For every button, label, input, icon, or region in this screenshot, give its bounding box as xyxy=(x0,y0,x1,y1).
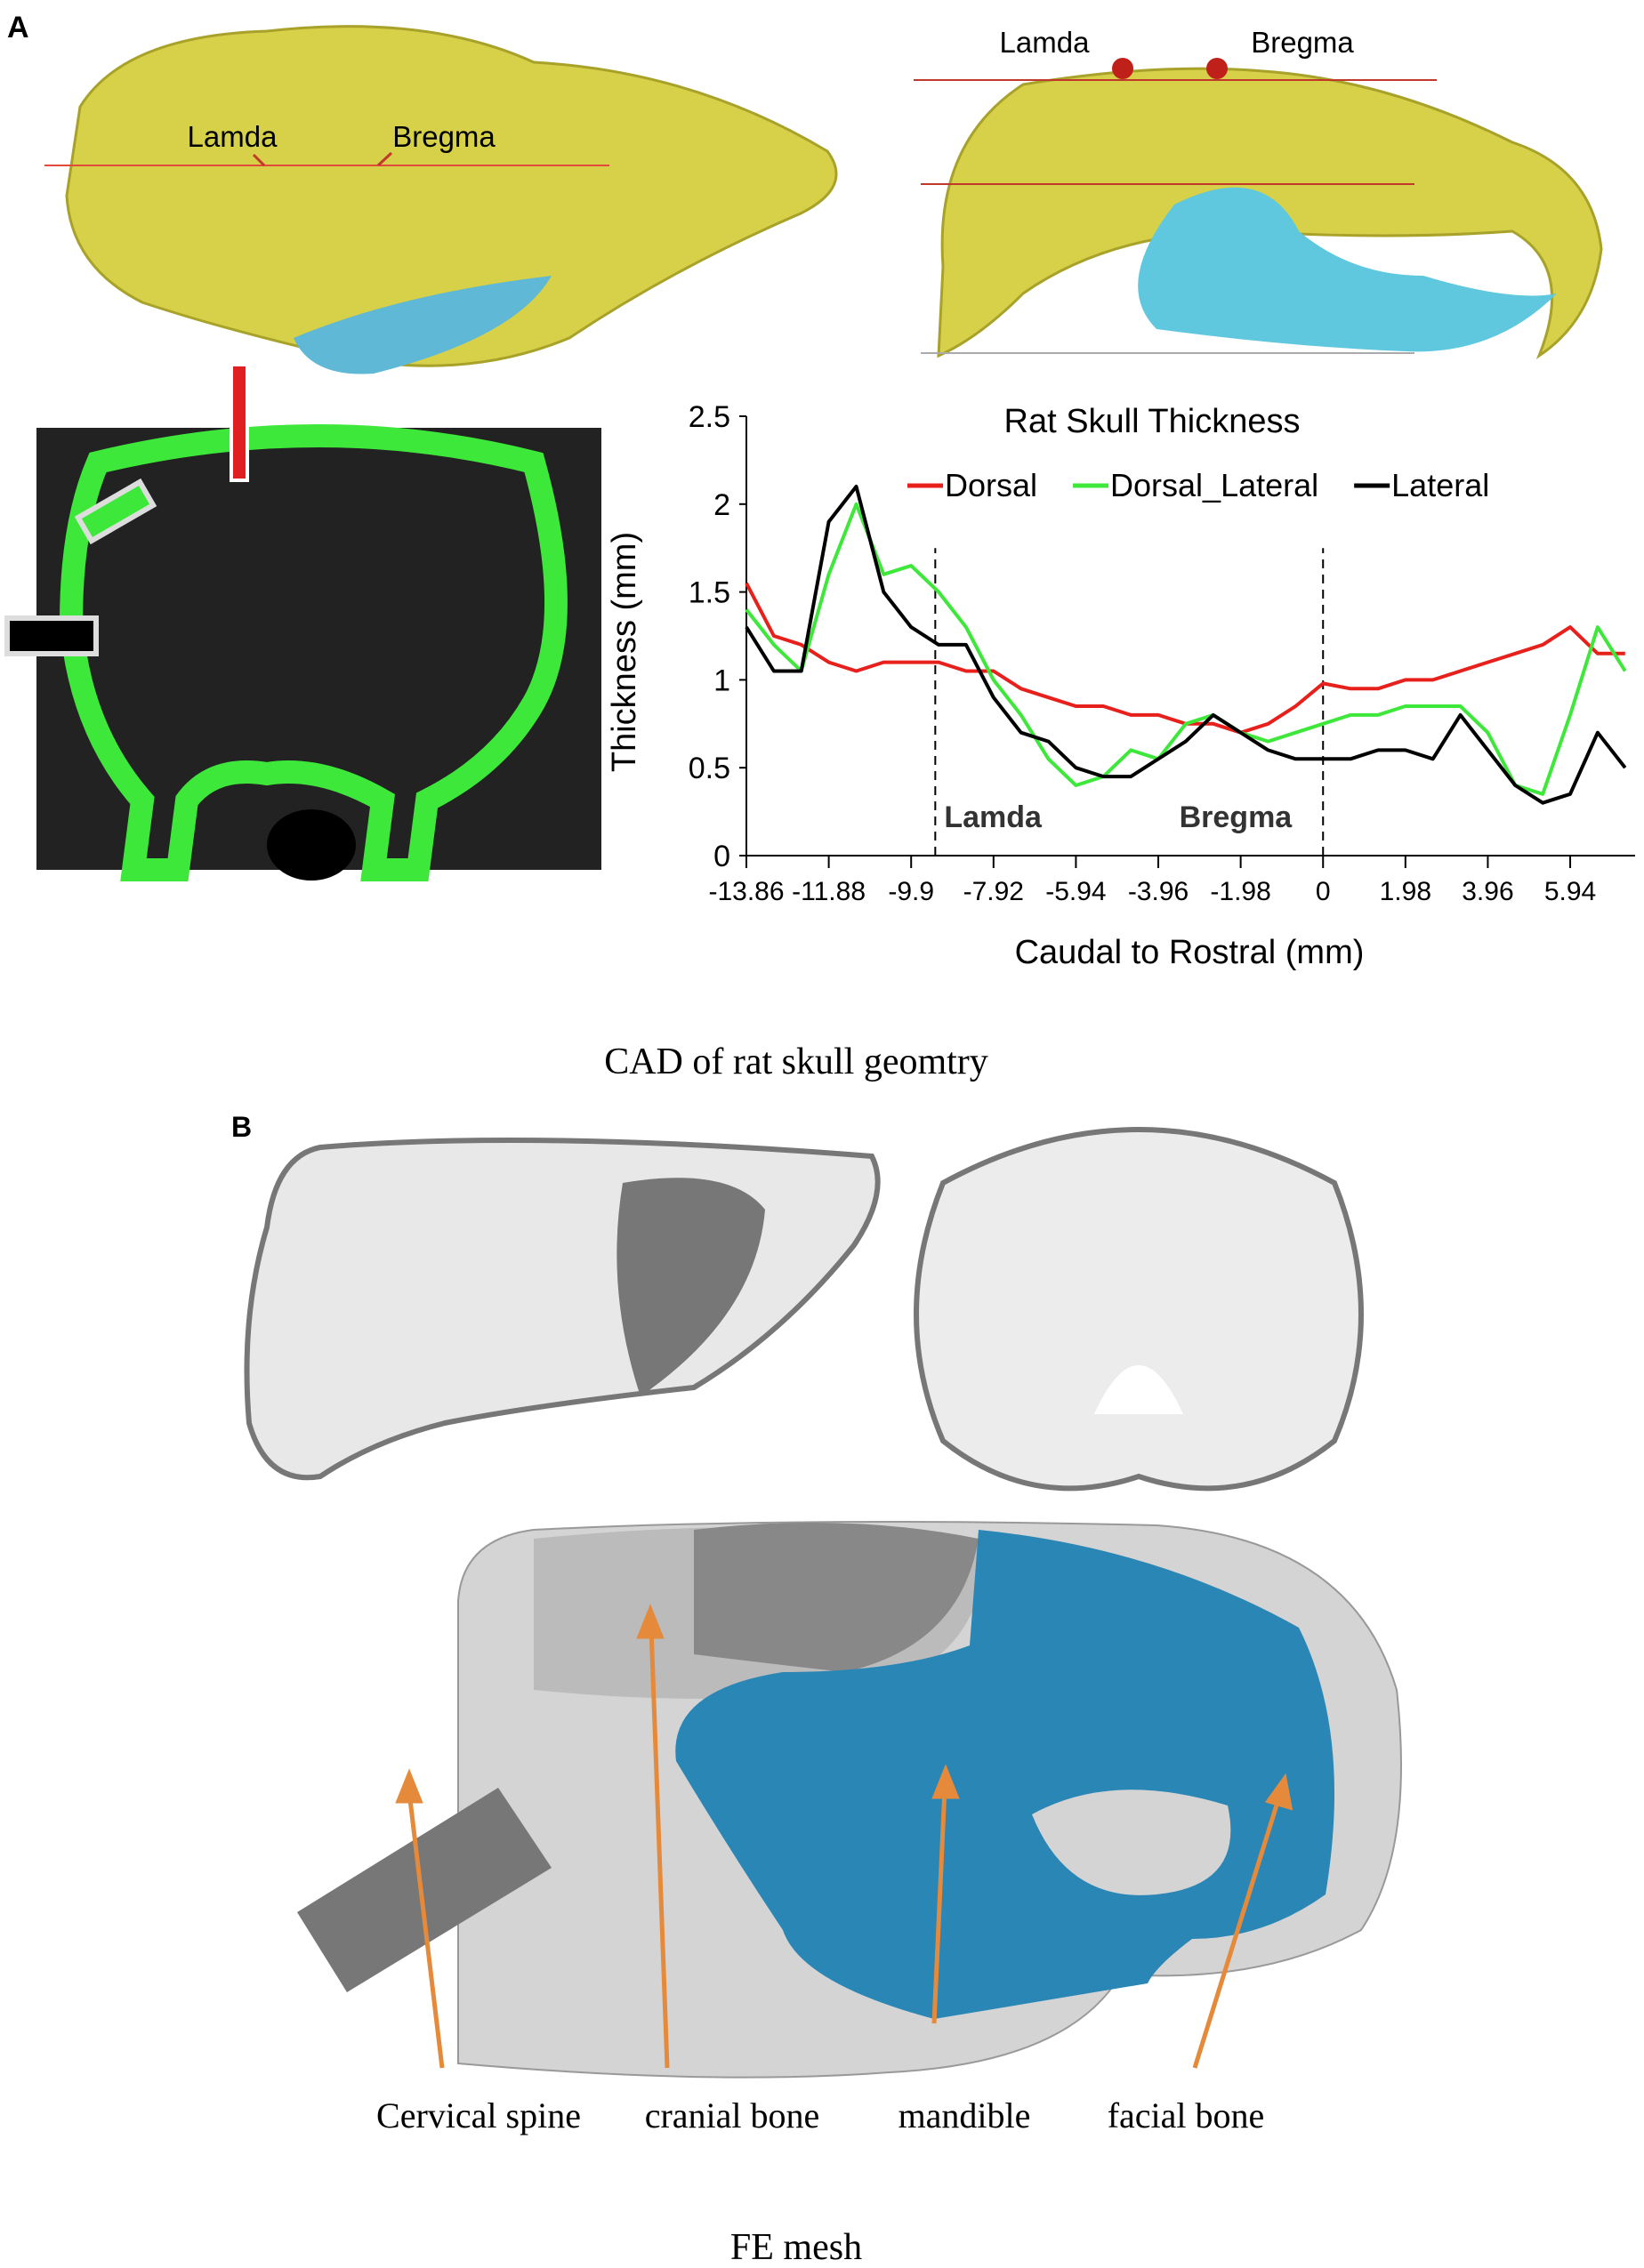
chart: Rat Skull Thickness Caudal to Rostral (m… xyxy=(606,400,1635,971)
image-label: Bregma xyxy=(1251,26,1354,59)
panel-label: A xyxy=(7,11,29,44)
fe-mesh-full xyxy=(297,1521,1402,2079)
fe-mesh-side xyxy=(244,1138,881,1481)
reference-label: Lamda xyxy=(944,800,1043,834)
skull-top-view xyxy=(44,25,838,374)
chart-title: Rat Skull Thickness xyxy=(1004,403,1301,440)
caption: FE mesh xyxy=(730,2227,862,2268)
x-tick-label: 1.98 xyxy=(1380,877,1431,906)
image-label: mandible xyxy=(899,2095,1031,2135)
y-axis-label: Thickness (mm) xyxy=(606,532,643,772)
image-label: cranial bone xyxy=(645,2095,820,2135)
fe-mesh-front xyxy=(914,1127,1364,1492)
x-tick-label: 0 xyxy=(1316,877,1331,906)
y-tick-label: 2.5 xyxy=(689,400,730,434)
panel-label: B xyxy=(231,1111,252,1143)
y-tick-label: 0 xyxy=(713,840,730,873)
y-tick-label: 0.5 xyxy=(689,752,730,785)
legend-label: Dorsal_Lateral xyxy=(1110,467,1318,503)
x-tick-label: -3.96 xyxy=(1128,877,1189,906)
series-line xyxy=(745,582,1625,735)
y-tick-label: 2 xyxy=(713,488,730,522)
x-tick-label: 3.96 xyxy=(1462,877,1513,906)
legend-label: Dorsal xyxy=(945,467,1037,503)
series-line xyxy=(745,502,1627,796)
y-tick-label: 1.5 xyxy=(689,576,730,610)
x-tick-label: -9.9 xyxy=(888,877,934,906)
skull-side-view xyxy=(914,58,1603,359)
image-label: Bregma xyxy=(392,120,496,153)
x-tick-label: -11.88 xyxy=(792,877,866,906)
image-label: Cervical spine xyxy=(376,2095,581,2135)
x-axis-label: Caudal to Rostral (mm) xyxy=(1015,934,1365,971)
x-tick-label: 5.94 xyxy=(1544,877,1596,906)
legend-label: Lateral xyxy=(1391,467,1489,503)
y-tick-label: 1 xyxy=(713,664,730,697)
caption: CAD of rat skull geomtry xyxy=(604,1042,988,1082)
x-tick-label: -13.86 xyxy=(708,877,784,906)
x-tick-label: -5.94 xyxy=(1045,877,1106,906)
reference-label: Bregma xyxy=(1180,800,1293,834)
x-tick-label: -1.98 xyxy=(1210,877,1270,906)
image-label: facial bone xyxy=(1108,2095,1265,2135)
x-tick-label: -7.92 xyxy=(963,877,1024,906)
image-label: Lamda xyxy=(1000,26,1091,59)
series-line xyxy=(745,485,1627,805)
image-label: Lamda xyxy=(188,120,278,153)
ct-section xyxy=(4,363,601,881)
arrows xyxy=(395,1604,1293,2069)
